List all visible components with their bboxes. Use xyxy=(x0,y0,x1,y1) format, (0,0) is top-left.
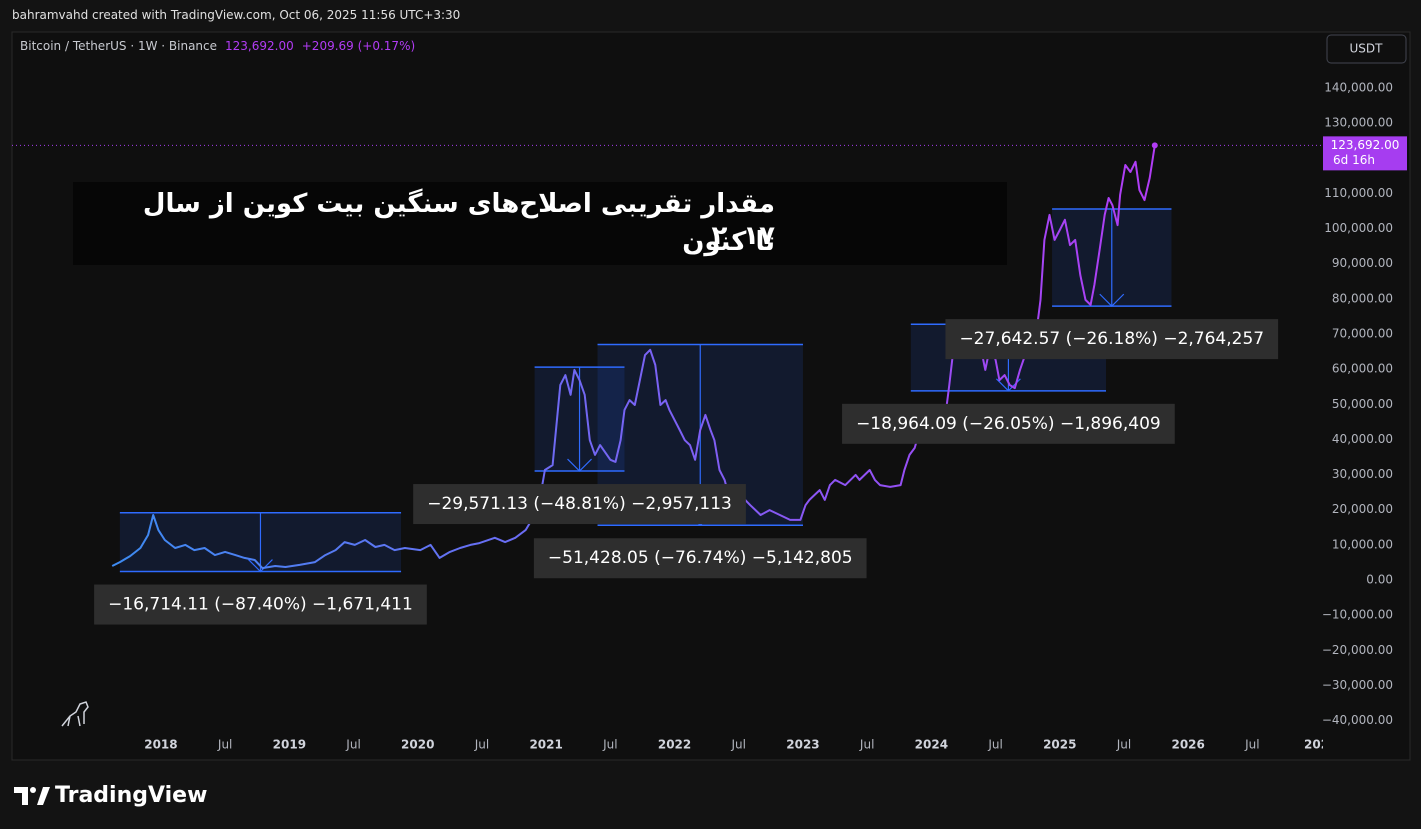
y-tick-label: 90,000.00 xyxy=(1332,256,1393,270)
title-line: مقدار تقریبی اصلاح‌های سنگین بیت کوین از… xyxy=(142,189,775,251)
last-point xyxy=(1151,142,1158,149)
x-tick-label: 2019 xyxy=(273,738,306,752)
y-tick-label: 40,000.00 xyxy=(1332,432,1393,446)
y-tick-label: 30,000.00 xyxy=(1332,467,1393,481)
y-tick-label: −20,000.00 xyxy=(1322,643,1393,657)
y-tick-label: 0.00 xyxy=(1366,573,1393,587)
range-label: −27,642.57 (−26.18%) −2,764,257 xyxy=(959,329,1264,349)
title-line: تا کنون xyxy=(682,227,775,257)
x-tick-label: 2021 xyxy=(529,738,562,752)
y-tick-label: 130,000.00 xyxy=(1324,116,1393,130)
range-label: −29,571.13 (−48.81%) −2,957,113 xyxy=(427,494,732,514)
y-tick-label: 50,000.00 xyxy=(1332,397,1393,411)
x-tick-label: Jul xyxy=(1244,738,1259,752)
last-price-tag xyxy=(1323,136,1407,171)
y-tick-label: 100,000.00 xyxy=(1324,221,1393,235)
symbol: Bitcoin / TetherUS · 1W · Binance xyxy=(20,39,218,53)
x-tick-label: Jul xyxy=(345,738,360,752)
range-labels: −16,714.11 (−87.40%) −1,671,411 −29,571.1… xyxy=(94,319,1279,625)
legend-price: 123,692.00 xyxy=(225,39,294,53)
range-label: −18,964.09 (−26.05%) −1,896,409 xyxy=(856,414,1161,434)
x-tick-label: Jul xyxy=(474,738,489,752)
last-price-label: 123,692.00 xyxy=(1331,138,1400,152)
y-tick-label: 80,000.00 xyxy=(1332,291,1393,305)
range-arrow-head xyxy=(567,458,592,472)
range-label: −16,714.11 (−87.40%) −1,671,411 xyxy=(108,595,413,615)
x-tick-label: 2018 xyxy=(144,738,177,752)
y-tick-label: 140,000.00 xyxy=(1324,81,1393,95)
legend-change: +209.69 (+0.17%) xyxy=(301,39,416,53)
y-tick-label: −40,000.00 xyxy=(1322,713,1393,727)
x-tick-label: 2024 xyxy=(915,738,948,752)
range-arrow-head xyxy=(1099,293,1125,307)
y-tick-label: 10,000.00 xyxy=(1332,537,1393,551)
y-tick-label: 70,000.00 xyxy=(1332,327,1393,341)
brand-name: TradingView xyxy=(55,783,207,808)
x-tick-label: 2026 xyxy=(1171,738,1204,752)
range-label-box xyxy=(413,484,746,525)
y-tick-label: 20,000.00 xyxy=(1332,502,1393,516)
x-tick-label: Jul xyxy=(217,738,232,752)
x-tick-label: Jul xyxy=(602,738,617,752)
y-tick-label: 110,000.00 xyxy=(1324,186,1393,200)
x-tick-label: Jul xyxy=(731,738,746,752)
range-label-box xyxy=(842,403,1175,444)
credit: bahramvahd created with TradingView.com,… xyxy=(12,8,461,22)
x-tick-label: Jul xyxy=(859,738,874,752)
x-tick-label: 2022 xyxy=(658,738,691,752)
x-tick-label: 202 xyxy=(1304,738,1329,752)
brand-logo xyxy=(14,787,50,805)
range-label: −51,428.05 (−76.74%) −5,142,805 xyxy=(548,548,853,568)
y-tick-label: −10,000.00 xyxy=(1322,608,1393,622)
y-axis: 140,000.00 130,000.00 110,000.00 100,000.00… xyxy=(1322,81,1407,727)
y-tick-label: 60,000.00 xyxy=(1332,362,1393,376)
chart-frame xyxy=(11,31,1411,761)
range-label-box xyxy=(945,319,1279,360)
x-tick-label: Jul xyxy=(987,738,1002,752)
range-arrow-head xyxy=(248,559,273,573)
x-tick-label: Jul xyxy=(1116,738,1131,752)
x-tick-label: 2025 xyxy=(1043,738,1076,752)
currency-button[interactable] xyxy=(1326,34,1407,64)
x-tick-label: 2023 xyxy=(786,738,819,752)
x-axis: 2018 Jul 2019 Jul 2020 Jul 2021 Jul 2022 Jul 2023 J… xyxy=(144,738,1329,752)
countdown-label: 6d 16h xyxy=(1333,153,1375,167)
legend: Bitcoin / TetherUS · 1W · Binance 123,69… xyxy=(20,39,415,53)
currency-label: USDT xyxy=(1350,42,1384,56)
dino-icon xyxy=(61,701,89,727)
y-tick-label: −30,000.00 xyxy=(1322,678,1393,692)
range-label-box xyxy=(533,538,867,579)
range-label-box xyxy=(94,584,427,625)
title-box: مقدار تقریبی اصلاح‌های سنگین بیت کوین از… xyxy=(73,182,1007,265)
x-tick-label: 2020 xyxy=(401,738,434,752)
